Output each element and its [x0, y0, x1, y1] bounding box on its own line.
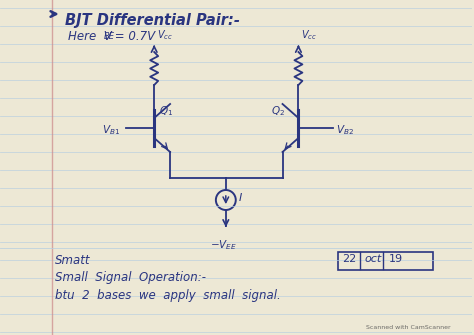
- Text: 22: 22: [342, 254, 356, 264]
- Text: $V_{cc}$: $V_{cc}$: [301, 28, 318, 42]
- Text: Small  Signal  Operation:-: Small Signal Operation:-: [55, 271, 206, 284]
- Text: Smatt: Smatt: [55, 254, 90, 267]
- Text: oct: oct: [364, 254, 382, 264]
- Text: $-V_{EE}$: $-V_{EE}$: [210, 238, 237, 252]
- Text: btu  2  bases  we  apply  small  signal.: btu 2 bases we apply small signal.: [55, 289, 281, 302]
- Text: = 0.7V: = 0.7V: [111, 30, 155, 43]
- Text: $Q_1$: $Q_1$: [159, 104, 173, 118]
- Text: 19: 19: [389, 254, 403, 264]
- Text: Scanned with CamScanner: Scanned with CamScanner: [366, 325, 451, 330]
- Text: $Q_2$: $Q_2$: [271, 104, 284, 118]
- Text: $V_{B1}$: $V_{B1}$: [102, 123, 120, 137]
- Text: Here  V: Here V: [68, 30, 111, 43]
- Text: $V_{cc}$: $V_{cc}$: [157, 28, 173, 42]
- Text: I: I: [239, 193, 242, 203]
- Text: BE: BE: [103, 32, 114, 41]
- Text: $V_{B2}$: $V_{B2}$: [336, 123, 354, 137]
- Text: BJT Differential Pair:-: BJT Differential Pair:-: [64, 13, 240, 28]
